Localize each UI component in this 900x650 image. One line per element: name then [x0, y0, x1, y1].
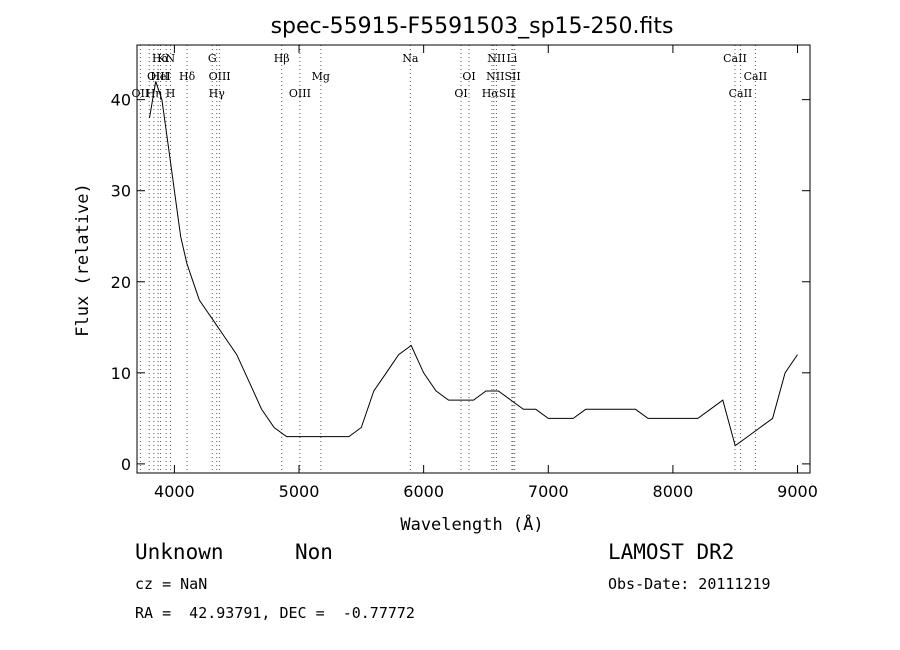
object-class: Unknown — [135, 540, 224, 564]
y-tick-label: 30 — [111, 182, 131, 201]
spectral-line-label: NIISII — [486, 70, 521, 83]
x-tick-label: 6000 — [403, 482, 444, 501]
spectral-line-label: OIII — [209, 70, 231, 83]
spectral-line-label: CaII — [729, 87, 753, 100]
y-tick-label: 40 — [111, 91, 131, 110]
redshift-cz: cz = NaN — [135, 575, 208, 593]
object-subclass: Non — [295, 540, 333, 564]
spectral-line-label: OI — [454, 87, 467, 100]
x-tick-label: 8000 — [653, 482, 694, 501]
x-tick-label: 9000 — [777, 482, 818, 501]
x-tick-label: 7000 — [528, 482, 569, 501]
spectral-line-label: HeI — [150, 70, 170, 83]
y-tick-label: 20 — [111, 273, 131, 292]
spectral-line-label: Mg — [312, 70, 330, 83]
x-tick-label: 5000 — [279, 482, 320, 501]
spectral-line-label: HαSII — [482, 87, 515, 100]
spectral-line-label: Hγ — [209, 87, 226, 100]
sky-coordinates: RA = 42.93791, DEC = -0.77772 — [135, 604, 415, 622]
spectral-line-label: OII — [132, 87, 150, 100]
chart-title: spec-55915-F5591503_sp15-250.fits — [271, 14, 674, 39]
plot-frame — [136, 44, 811, 474]
y-tick-label: 10 — [111, 364, 131, 383]
spectral-line-label: Hα — [152, 52, 170, 65]
spectral-line-label: G — [208, 52, 217, 65]
spectral-line-label: OIII — [147, 70, 169, 83]
spectral-line-label: Na — [402, 52, 419, 65]
spectrum-line — [149, 81, 798, 447]
spectral-line-label: CaII — [744, 70, 768, 83]
spectral-line-label: NII — [487, 52, 505, 65]
y-tick-label: 0 — [121, 455, 131, 474]
spectral-line-label: CaII — [723, 52, 747, 65]
spectral-line-label: Hβ — [274, 52, 290, 65]
spectral-line-label: KN — [157, 52, 175, 65]
x-tick-label: 4000 — [154, 482, 195, 501]
spectral-line-label: Li — [506, 52, 517, 65]
observation-date: Obs-Date: 20111219 — [608, 575, 771, 593]
spectral-line-label: OI — [462, 70, 475, 83]
y-axis-label: Flux (relative) — [73, 183, 93, 337]
survey-name: LAMOST DR2 — [608, 540, 735, 564]
x-axis-label: Wavelength (Å) — [400, 513, 543, 535]
spectral-line-label: OIII — [289, 87, 311, 100]
spectral-line-label: H — [166, 87, 176, 100]
spectral-line-label: Hδ — [179, 70, 196, 83]
